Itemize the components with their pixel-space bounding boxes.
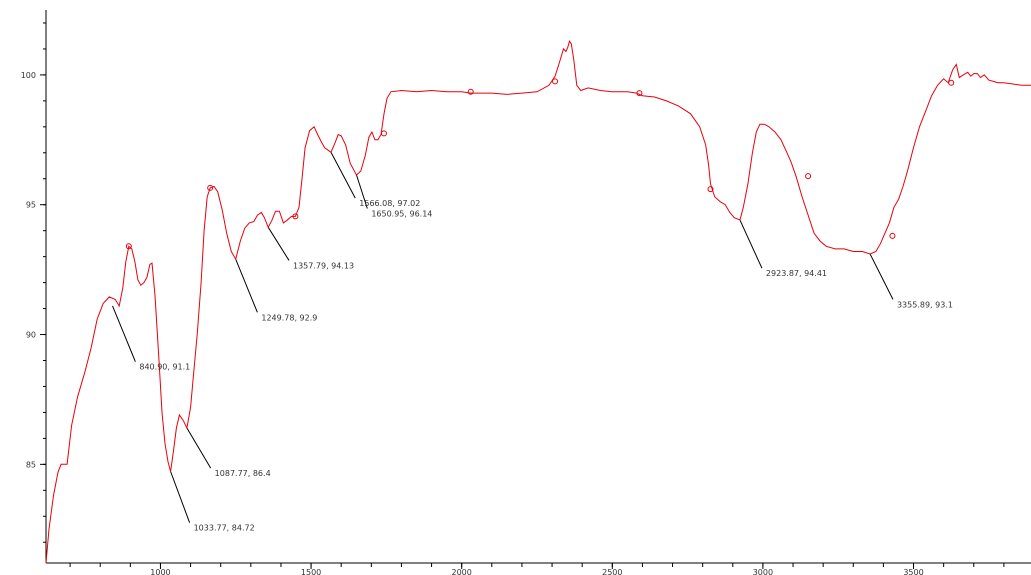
- annotation-label: 1087.77, 86.4: [215, 469, 271, 478]
- peak-marker: [125, 243, 132, 250]
- x-tick-label: 2500: [602, 568, 622, 575]
- peak-marker: [292, 213, 299, 220]
- x-tick-label: 2000: [452, 568, 472, 575]
- annotation-labels: 840.90, 91.1 1033.77, 84.72 1087.77, 86.4 1…: [139, 199, 953, 533]
- annotation-label: 1249.78, 92.9: [261, 313, 317, 322]
- peak-marker: [207, 184, 214, 191]
- peak-marker: [380, 130, 387, 137]
- annotation-label: 3355.89, 93.1: [897, 300, 953, 309]
- annotation-label: 1357.79, 94.13: [293, 261, 354, 270]
- annotation-label: 2923.87, 94.41: [766, 269, 827, 278]
- x-tick-label: 1500: [301, 568, 321, 575]
- x-tick-label: 1000: [150, 568, 170, 575]
- peak-marker: [805, 173, 812, 180]
- annotation-leader-line: [267, 227, 290, 261]
- y-tick-label: 85: [26, 460, 36, 469]
- series-line: [45, 40, 1031, 564]
- annotation-label: 840.90, 91.1: [139, 363, 190, 372]
- x-tick-label: 3000: [753, 568, 773, 575]
- peak-marker: [889, 232, 896, 239]
- peak-marker: [707, 186, 714, 193]
- peak-markers: [125, 78, 955, 250]
- peak-marker: [948, 79, 955, 86]
- peak-marker: [636, 90, 643, 97]
- y-tick-label: 95: [26, 201, 36, 210]
- peak-marker: [467, 88, 474, 95]
- y-tick-label: 90: [26, 331, 36, 340]
- annotation-label: 1650.95, 96.14: [371, 210, 432, 219]
- annotations: [112, 152, 894, 523]
- peak-marker: [552, 78, 559, 85]
- annotation-leader-line: [112, 305, 136, 362]
- annotation-label: 1033.77, 84.72: [194, 524, 255, 533]
- annotation-label: 1566.08, 97.02: [359, 199, 420, 208]
- annotation-leader-line: [235, 259, 258, 313]
- annotation-leader-line: [186, 427, 212, 469]
- annotation-leader-line: [356, 174, 368, 209]
- annotation-leader-line: [330, 152, 356, 199]
- annotation-leader-line: [739, 219, 763, 269]
- x-tick-label: 3500: [903, 568, 923, 575]
- y-tick-label: 100: [21, 71, 36, 80]
- annotation-leader-line: [170, 471, 191, 523]
- annotation-leader-line: [869, 253, 894, 300]
- axes: 85 90 95 100 1000 1500 2000 2500 3000 3500: [21, 10, 1031, 575]
